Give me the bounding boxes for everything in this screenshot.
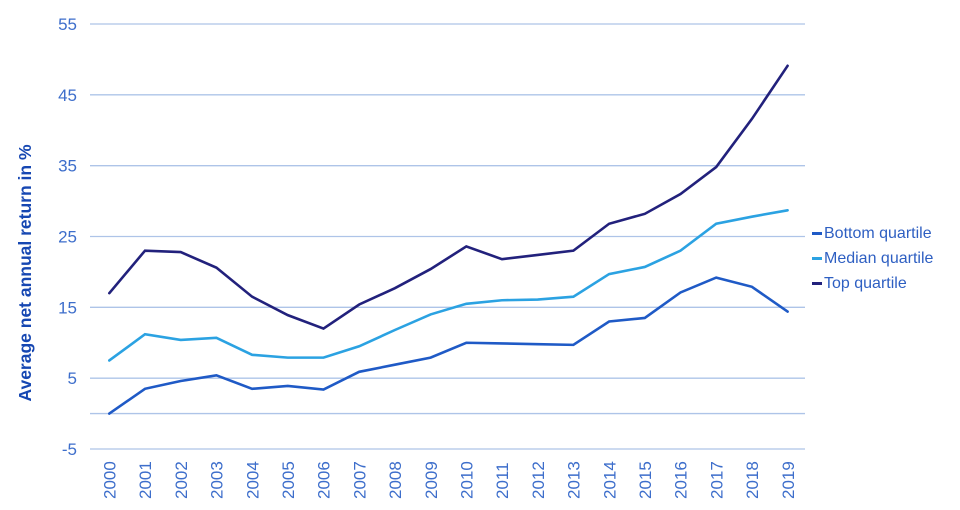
legend-swatch-1 <box>812 257 822 260</box>
x-tick-label-2019: 2019 <box>779 461 798 499</box>
x-tick-label-2007: 2007 <box>350 461 369 499</box>
y-tick-label-5: 5 <box>68 369 77 388</box>
x-tick-label-2006: 2006 <box>315 461 334 499</box>
gridlines <box>90 23 805 450</box>
x-tick-label-2016: 2016 <box>672 461 691 499</box>
x-tick-label-2018: 2018 <box>743 461 762 499</box>
x-tick-label-2000: 2000 <box>101 461 120 499</box>
y-tick-label-25: 25 <box>58 228 77 247</box>
x-tick-label-2011: 2011 <box>493 462 512 499</box>
legend-label-median-quartile: Median quartile <box>824 250 934 267</box>
x-tick-label-2005: 2005 <box>279 461 298 499</box>
legend-item-bottom-quartile: Bottom quartile <box>812 221 933 246</box>
x-tick-label-2012: 2012 <box>529 461 548 499</box>
x-tick-label-2010: 2010 <box>458 461 477 499</box>
x-tick-label-2013: 2013 <box>565 461 584 499</box>
series-line-bottom-quartile <box>108 276 789 415</box>
axis-tick-labels: -5 5 15 25 35 45 55 2000 2001 2002 2003 2004 2005 200… <box>58 15 798 499</box>
legend-swatch-2 <box>812 282 822 285</box>
series-lines <box>108 64 789 415</box>
x-tick-label-2004: 2004 <box>243 461 262 499</box>
x-tick-label-2017: 2017 <box>707 461 726 499</box>
x-tick-label-2001: 2001 <box>136 461 155 499</box>
legend-item-top-quartile: Top quartile <box>812 271 933 296</box>
x-tick-label-2014: 2014 <box>600 461 619 499</box>
legend-label-bottom-quartile: Bottom quartile <box>824 225 932 242</box>
legend-item-median-quartile: Median quartile <box>812 246 933 271</box>
y-tick-label-45: 45 <box>58 86 77 105</box>
series-line-top-quartile <box>108 64 789 331</box>
x-tick-label-2015: 2015 <box>636 461 655 499</box>
legend-swatch-0 <box>812 232 822 235</box>
y-tick-label-15: 15 <box>58 298 77 317</box>
x-tick-label-2009: 2009 <box>422 461 441 499</box>
y-tick-label-35: 35 <box>58 157 77 176</box>
series-line-median-quartile <box>108 208 789 362</box>
x-tick-label-2002: 2002 <box>172 461 191 499</box>
y-axis-title: Average net annual return in % <box>15 144 35 401</box>
x-tick-label-2003: 2003 <box>208 461 227 499</box>
legend: Bottom quartile Median quartile Top quar… <box>812 221 933 296</box>
y-tick-label--5: -5 <box>62 440 77 459</box>
legend-label-top-quartile: Top quartile <box>824 275 907 292</box>
x-tick-label-2008: 2008 <box>386 461 405 499</box>
y-tick-label-55: 55 <box>58 15 77 34</box>
